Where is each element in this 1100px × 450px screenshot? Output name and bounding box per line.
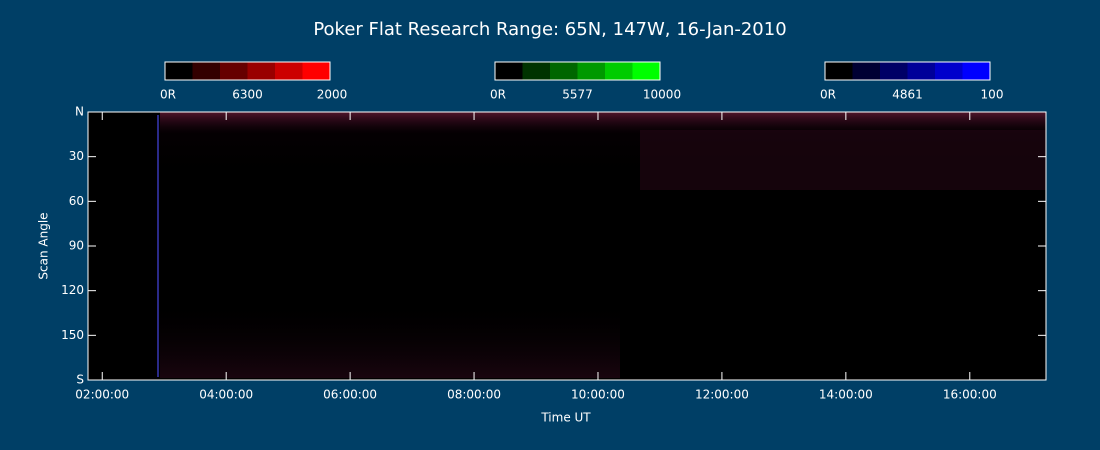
y-tick-label: S [76,373,84,387]
x-tick-label: 08:00:00 [447,388,501,402]
colorbar-swatch [220,62,248,80]
y-axis-label: Scan Angle [37,212,51,279]
colorbar-frame [824,61,991,81]
colorbar-swatch [880,62,908,80]
colorbar-label: 6300 [232,88,263,102]
y-tick-label: 60 [69,194,84,208]
y-tick-label: 90 [69,239,84,253]
colorbar-frame [494,61,661,81]
keogram-image [88,112,1046,380]
colorbar-label: 0R [160,88,176,102]
x-tick-label: 12:00:00 [695,388,749,402]
colorbar-label: 0R [490,88,506,102]
colorbar-swatch [852,62,881,80]
x-tick-label: 14:00:00 [819,388,873,402]
y-tick-label: 150 [61,328,84,342]
colorbar-swatch [577,62,606,80]
chart-title: Poker Flat Research Range: 65N, 147W, 16… [313,19,786,40]
y-tick-label: 30 [69,149,84,163]
x-tick-label: 06:00:00 [323,388,377,402]
colorbar-label: 100 [981,88,1004,102]
colorbar-swatch [935,62,963,80]
colorbar-swatch [192,62,221,80]
colorbar-label: 4861 [892,88,923,102]
colorbar-frame [164,61,331,81]
colorbar-swatch [275,62,303,80]
colorbar-swatch [962,62,991,80]
colorbar-label: 2000 [317,88,348,102]
x-tick-label: 02:00:00 [75,388,129,402]
colorbar-swatch [247,62,276,80]
colorbar-swatch [495,62,523,80]
x-tick-label: 10:00:00 [571,388,625,402]
colorbar-label: 5577 [562,88,593,102]
colorbar-swatch [550,62,578,80]
x-axis-label: Time UT [540,411,591,425]
colorbar-label: 10000 [643,88,681,102]
y-tick-label: 120 [61,283,84,297]
colorbar-swatch [165,62,193,80]
x-tick-label: 16:00:00 [943,388,997,402]
x-tick-label: 04:00:00 [199,388,253,402]
y-tick-label: N [75,105,84,119]
colorbar-swatch [302,62,331,80]
colorbar-swatch [632,62,661,80]
colorbar-label: 0R [820,88,836,102]
colorbar-swatch [825,62,853,80]
colorbar-swatch [907,62,936,80]
colorbar-swatch [605,62,633,80]
colorbar-swatch [522,62,551,80]
